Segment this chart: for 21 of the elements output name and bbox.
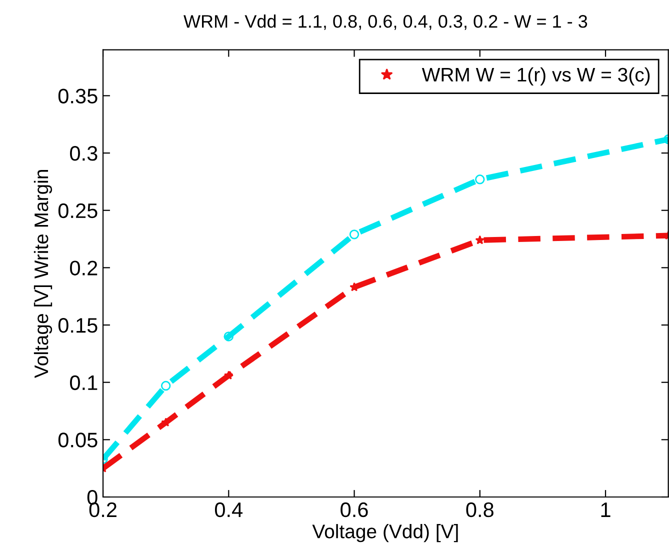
x-tick-label: 1 — [601, 502, 610, 517]
x-tick-label: 0.4 — [214, 502, 243, 518]
point — [160, 380, 171, 391]
y-axis-title: Voltage [V] Write Margin — [34, 170, 52, 378]
y-tick-label: 0.3 — [70, 146, 98, 161]
point — [349, 230, 360, 240]
y-tick-label: 0.35 — [58, 88, 98, 104]
point — [475, 235, 485, 244]
point — [224, 332, 234, 342]
point — [224, 370, 234, 380]
y-tick-label: 0.15 — [58, 318, 98, 333]
y-tick-label: 0.2 — [70, 260, 98, 276]
chart-title: WRM - Vdd = 1.1, 0.8, 0.6, 0.4, 0.3, 0.2 - W = 1 - 3 — [184, 14, 588, 30]
x-tick-label: 0.8 — [466, 502, 494, 518]
y-tick-label: 0.1 — [70, 375, 98, 390]
x-tick-label: 0.6 — [340, 502, 368, 518]
point — [475, 174, 485, 184]
legend-label: WRM W = 1(r) vs W = 3(c) — [422, 67, 650, 86]
x-axis-title: Voltage (Vdd) [V] — [312, 524, 458, 542]
y-tick-label: 0.25 — [58, 203, 98, 218]
y-tick-label: 0.05 — [58, 432, 98, 448]
